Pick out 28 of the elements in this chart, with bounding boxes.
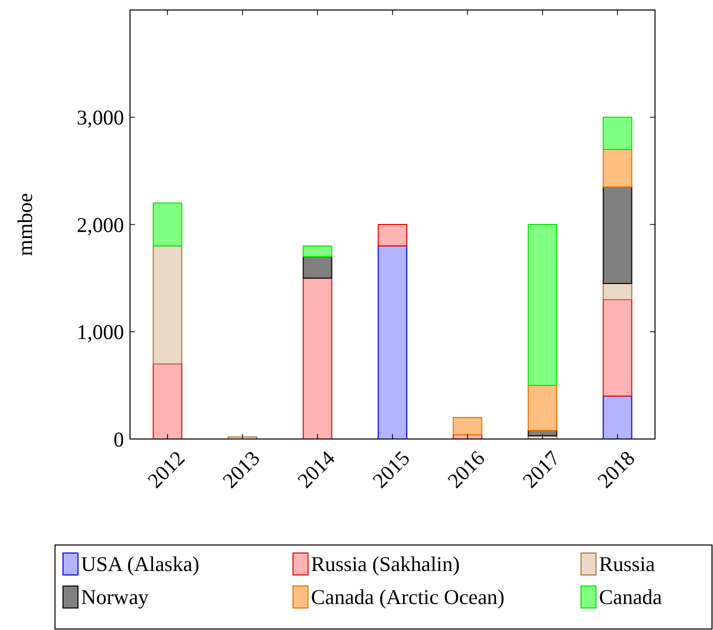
y-tick-label: 2,000: [76, 212, 124, 237]
bar: [602, 299, 632, 397]
bar: [378, 245, 408, 440]
y-axis-title: mmboe: [13, 193, 37, 256]
bar: [602, 148, 632, 188]
bar: [152, 245, 182, 364]
legend-label: Canada: [599, 585, 663, 609]
bar: [528, 224, 558, 386]
bar: [602, 396, 632, 440]
y-tick-label: 3,000: [76, 106, 124, 130]
bar: [302, 278, 332, 440]
bar: [152, 363, 182, 440]
bar: [302, 245, 332, 258]
y-tick-label: 1,000: [76, 320, 124, 344]
bar: [602, 116, 632, 150]
y-tick-label: 0: [114, 427, 124, 452]
bar: [602, 282, 632, 300]
legend-label: USA (Alaska): [81, 552, 200, 576]
bar: [602, 186, 632, 284]
legend-label: Russia (Sakhalin): [311, 552, 460, 576]
bar: [302, 256, 332, 279]
legend-label: Canada (Arctic Ocean): [311, 585, 505, 609]
legend-label: Russia: [599, 552, 656, 576]
legend-label: Norway: [81, 585, 150, 609]
bar: [378, 224, 408, 246]
bar: [528, 384, 558, 431]
bar: [452, 417, 482, 436]
bar: [152, 202, 182, 246]
